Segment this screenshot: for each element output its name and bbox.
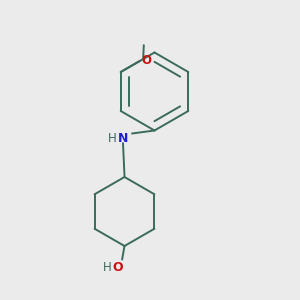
Text: N: N	[118, 132, 128, 145]
Text: O: O	[141, 54, 152, 67]
Text: H: H	[103, 261, 112, 274]
Text: H: H	[107, 132, 116, 145]
Text: O: O	[112, 261, 123, 274]
